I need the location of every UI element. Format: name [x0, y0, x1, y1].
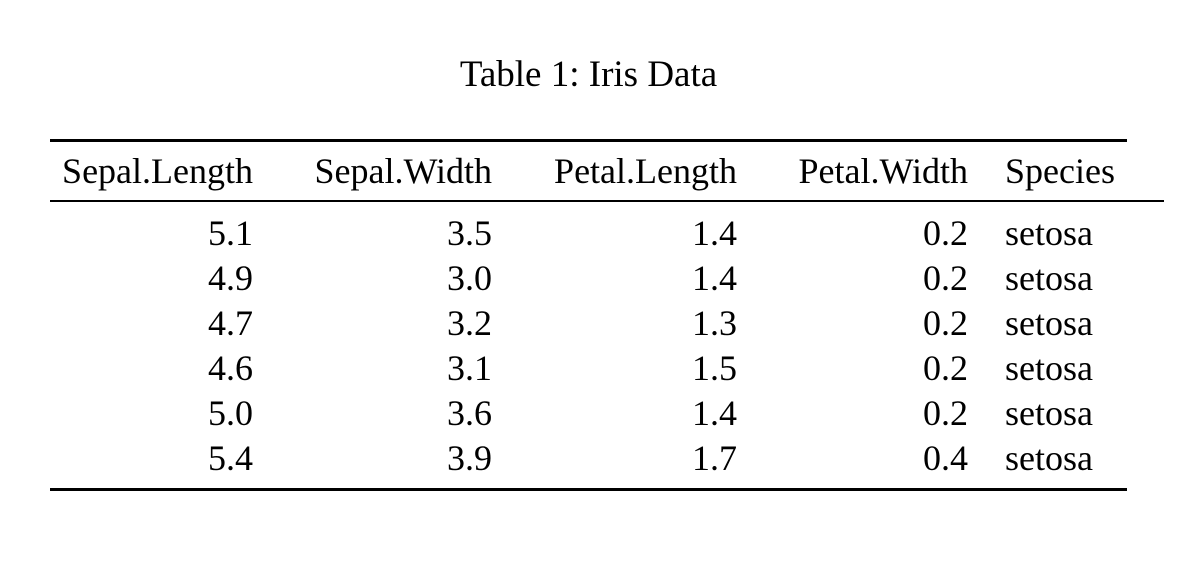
table-body: 5.1 3.5 1.4 0.2 setosa 4.9 3.0 1.4 0.2 setosa 4.7 3… [50, 201, 1164, 480]
table-row: 5.1 3.5 1.4 0.2 setosa [50, 201, 1164, 255]
column-header-petal-width: Petal.Width [737, 142, 968, 202]
table-cell-petal-length: 1.4 [692, 257, 737, 298]
table-cell-sepal-length: 5.4 [208, 437, 253, 478]
table-cell-sepal-width: 3.2 [447, 302, 492, 343]
table-cell-sepal-width: 3.5 [447, 212, 492, 253]
table-cell-sepal-width: 3.9 [447, 437, 492, 478]
table-cell-sepal-length: 4.7 [208, 302, 253, 343]
table-cell-sepal-length: 4.9 [208, 257, 253, 298]
table-cell-species: setosa [1005, 392, 1093, 433]
table-cell-petal-width: 0.2 [923, 257, 968, 298]
table-cell-sepal-length: 5.0 [208, 392, 253, 433]
table-cell-species: setosa [1005, 212, 1093, 253]
table-cell-species: setosa [1005, 302, 1093, 343]
table-cell-petal-width: 0.2 [923, 212, 968, 253]
table-cell-petal-length: 1.3 [692, 302, 737, 343]
table-cell-sepal-width: 3.6 [447, 392, 492, 433]
table-row: 4.7 3.2 1.3 0.2 setosa [50, 300, 1164, 345]
iris-table-container: Sepal.Length Sepal.Width Petal.Length Petal… [50, 139, 1164, 491]
header-row: Sepal.Length Sepal.Width Petal.Length Petal… [50, 142, 1164, 202]
table-cell-petal-length: 1.7 [692, 437, 737, 478]
table-caption: Table 1: Iris Data [459, 54, 718, 95]
table-cell-species: setosa [1005, 257, 1093, 298]
table-cell-sepal-length: 5.1 [208, 212, 253, 253]
table-cell-sepal-width: 3.0 [447, 257, 492, 298]
iris-table: Sepal.Length Sepal.Width Petal.Length Petal… [50, 142, 1164, 480]
table-row: 5.4 3.9 1.7 0.4 setosa [50, 435, 1164, 480]
table-cell-petal-length: 1.5 [692, 347, 737, 388]
column-header-species: Species [968, 142, 1164, 202]
table-cell-species: setosa [1005, 347, 1093, 388]
column-header-sepal-width: Sepal.Width [253, 142, 492, 202]
table-row: 5.0 3.6 1.4 0.2 setosa [50, 390, 1164, 435]
table-cell-petal-length: 1.4 [692, 392, 737, 433]
table-cell-petal-width: 0.4 [923, 437, 968, 478]
table-row: 4.9 3.0 1.4 0.2 setosa [50, 255, 1164, 300]
table-cell-sepal-width: 3.1 [447, 347, 492, 388]
column-header-petal-length: Petal.Length [492, 142, 737, 202]
table-cell-petal-width: 0.2 [923, 392, 968, 433]
table-row: 4.6 3.1 1.5 0.2 setosa [50, 345, 1164, 390]
column-header-sepal-length: Sepal.Length [50, 142, 253, 202]
table-cell-petal-width: 0.2 [923, 347, 968, 388]
table-cell-sepal-length: 4.6 [208, 347, 253, 388]
table-cell-petal-length: 1.4 [692, 212, 737, 253]
table-cell-petal-width: 0.2 [923, 302, 968, 343]
table-cell-species: setosa [1005, 437, 1093, 478]
